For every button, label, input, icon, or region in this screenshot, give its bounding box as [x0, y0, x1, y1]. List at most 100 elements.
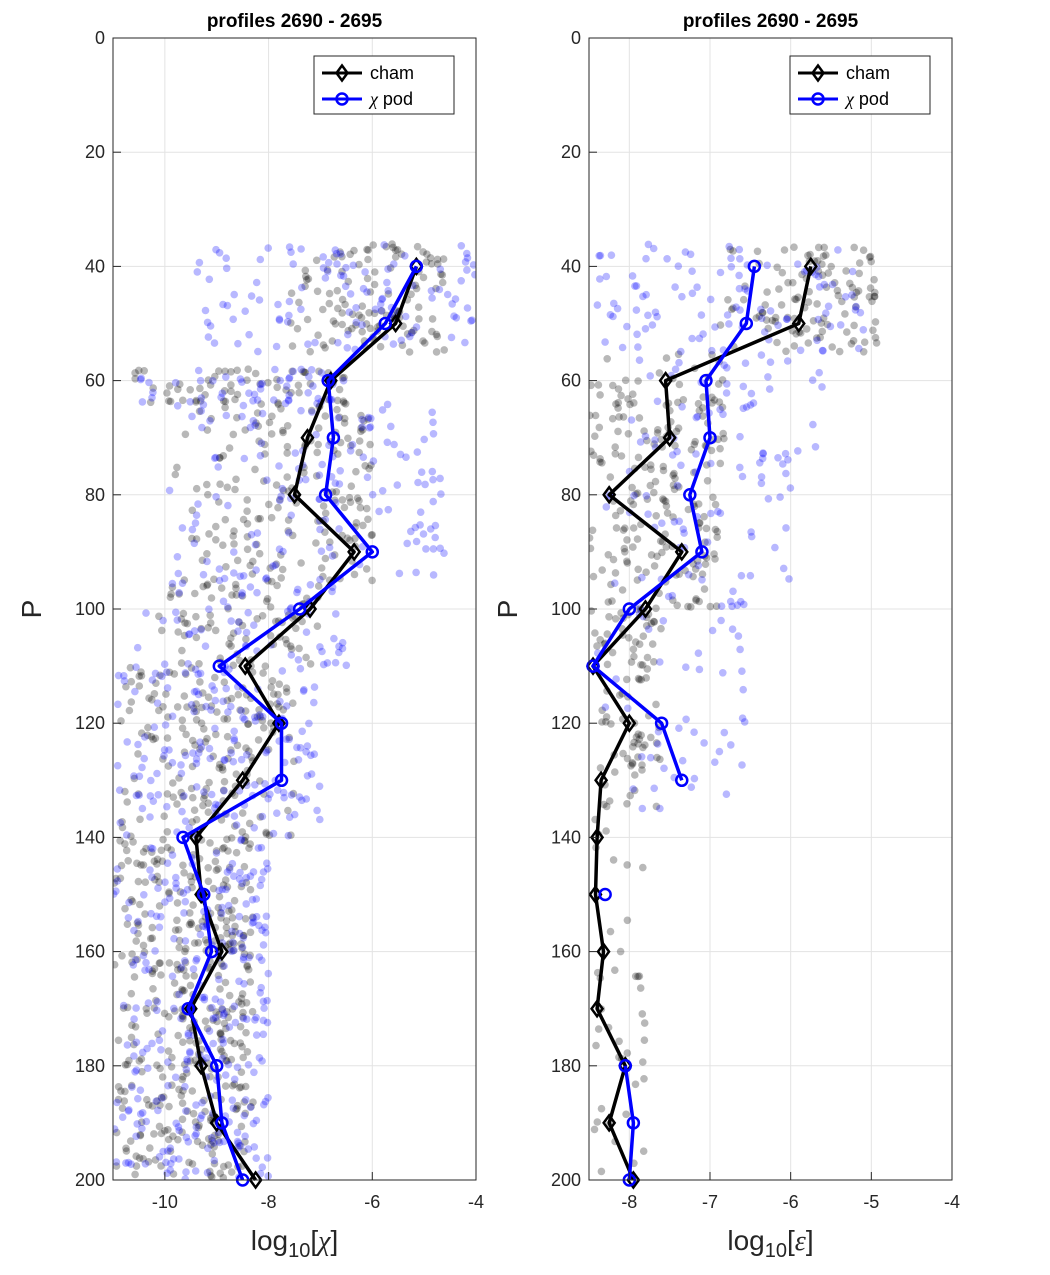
scatter-point [148, 934, 157, 942]
scatter-point [303, 742, 312, 750]
scatter-point [165, 1102, 173, 1111]
scatter-point [212, 522, 220, 531]
scatter-point [671, 283, 679, 291]
scatter-point [121, 840, 129, 848]
scatter-point [222, 254, 230, 262]
scatter-point [297, 305, 305, 314]
scatter-point [738, 472, 747, 481]
scatter-point [866, 284, 875, 292]
scatter-point [613, 304, 622, 313]
scatter-point [135, 366, 143, 375]
scatter-point [416, 508, 425, 516]
scatter-point [122, 682, 130, 691]
scatter-point [166, 1166, 174, 1174]
scatter-point [160, 752, 168, 760]
scatter-point [443, 290, 452, 299]
scatter-point [259, 868, 268, 876]
scatter-point [211, 1013, 220, 1022]
scatter-point [153, 855, 162, 864]
scatter-point [633, 576, 642, 584]
scatter-point [178, 1099, 187, 1107]
scatter-point [227, 947, 236, 955]
scatter-point [760, 328, 769, 336]
scatter-point [258, 716, 267, 725]
scatter-point [611, 966, 619, 974]
scatter-point [183, 1069, 191, 1077]
scatter-point [589, 381, 595, 390]
scatter-point [699, 330, 707, 338]
scatter-point [784, 278, 792, 287]
scatter-point [859, 326, 868, 334]
scatter-point [398, 341, 407, 350]
scatter-point [682, 663, 690, 671]
scatter-point [218, 903, 226, 912]
scatter-point [597, 1104, 606, 1113]
scatter-point [209, 377, 217, 385]
scatter-point [652, 604, 660, 613]
scatter-point [709, 493, 717, 502]
scatter-point [133, 955, 141, 964]
chi-xlabel-prefix: log [251, 1225, 288, 1256]
chi-xlabel-open: [ [310, 1225, 318, 1256]
scatter-point [264, 745, 273, 754]
scatter-point [605, 797, 614, 805]
scatter-point [637, 731, 645, 739]
scatter-point [776, 493, 784, 501]
scatter-point [297, 559, 305, 567]
scatter-point [623, 754, 632, 763]
scatter-point [145, 378, 153, 387]
scatter-point [122, 846, 131, 855]
scatter-point [325, 289, 334, 298]
scatter-point [192, 633, 201, 642]
scatter-point [366, 440, 374, 449]
scatter-point [223, 603, 232, 611]
scatter-point [298, 283, 306, 292]
scatter-point [818, 383, 826, 391]
scatter-point [247, 1102, 255, 1111]
scatter-point [333, 405, 341, 414]
scatter-point [113, 874, 120, 883]
scatter-point [758, 309, 767, 317]
scatter-point [815, 368, 823, 377]
scatter-point [611, 443, 619, 451]
scatter-point [295, 298, 303, 307]
scatter-point [220, 962, 228, 970]
scatter-point [295, 644, 303, 653]
scatter-point [329, 317, 338, 325]
scatter-point [262, 574, 271, 582]
scatter-point [871, 318, 880, 326]
scatter-point [138, 804, 147, 813]
scatter-point [170, 979, 179, 987]
scatter-point [182, 944, 190, 953]
scatter-point [201, 738, 210, 746]
scatter-point [229, 946, 238, 955]
scatter-point [822, 309, 830, 318]
scatter-point [338, 644, 347, 653]
scatter-point [158, 672, 166, 681]
scatter-point [143, 1044, 151, 1053]
scatter-point [240, 980, 248, 988]
scatter-point [358, 321, 366, 329]
scatter-point [310, 750, 319, 758]
scatter-point [606, 311, 615, 319]
scatter-point [123, 1060, 132, 1069]
scatter-point [401, 252, 409, 260]
scatter-point [192, 956, 200, 965]
scatter-point [426, 525, 435, 533]
scatter-point [437, 270, 445, 279]
scatter-point [179, 1015, 187, 1023]
scatter-point [624, 395, 632, 403]
scatter-point [674, 350, 683, 359]
scatter-point [634, 343, 642, 351]
scatter-point [180, 792, 188, 800]
scatter-point [341, 282, 350, 291]
scatter-point [125, 1106, 133, 1114]
scatter-point [229, 430, 238, 439]
scatter-point [164, 1047, 173, 1055]
scatter-point [675, 358, 683, 367]
scatter-point [122, 1144, 130, 1153]
scatter-point [241, 707, 250, 715]
scatter-point [589, 544, 595, 553]
scatter-point [220, 1052, 228, 1060]
